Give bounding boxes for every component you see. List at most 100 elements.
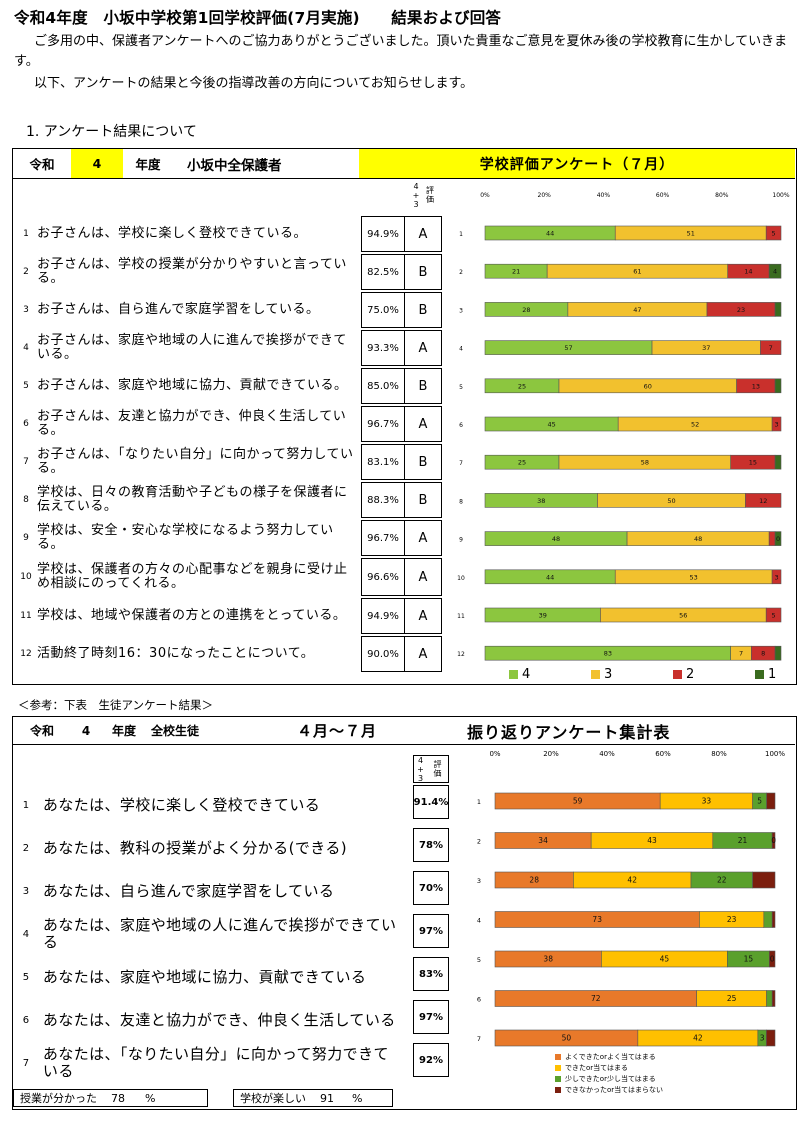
category-label: 7 bbox=[477, 1035, 481, 1043]
intro-paragraph: ご多用の中、保護者アンケートへのご協力ありがとうございました。頂いた貴重なご意見… bbox=[14, 34, 788, 69]
data-label: 51 bbox=[687, 230, 695, 238]
agree-percent: 78% bbox=[413, 828, 449, 862]
data-label: 52 bbox=[691, 421, 699, 429]
question-row: 9 学校は、安全・安心な学校になるよう努力している。 bbox=[19, 520, 359, 556]
question-row: 6 あなたは、友達と協力ができ、仲良く生活している bbox=[19, 1000, 399, 1040]
era-label: 令和 bbox=[29, 157, 55, 172]
category-label: 6 bbox=[477, 996, 481, 1004]
x-tick-label: 20% bbox=[543, 750, 559, 758]
question-text: あなたは、友達と協力ができ、仲良く生活している bbox=[42, 1010, 396, 1029]
parent-survey-table: 令和 4 年度 小坂中全保護者 学校評価アンケート（７月） 4 + 3 評 価 … bbox=[12, 148, 797, 685]
data-label: 45 bbox=[547, 421, 555, 429]
question-row: 5 お子さんは、家庭や地域に協力、貢献できている。 bbox=[19, 368, 359, 404]
question-row: 12 活動終了時刻16：30になったことについて。 bbox=[19, 636, 359, 672]
category-label: 5 bbox=[477, 956, 481, 964]
legend-swatch bbox=[591, 670, 600, 679]
question-row: 11 学校は、地域や保護者の方との連携をとっている。 bbox=[19, 598, 359, 634]
data-label: 72 bbox=[591, 994, 601, 1003]
data-label: 33 bbox=[702, 797, 712, 806]
section-heading: 1. アンケート結果について bbox=[26, 124, 197, 140]
question-row: 3 あなたは、自ら進んで家庭学習をしている bbox=[19, 871, 399, 911]
grade: A bbox=[404, 598, 442, 634]
bar-segment bbox=[774, 378, 782, 394]
legend-label: できたor当てはまる bbox=[565, 1063, 628, 1072]
data-label: 5 bbox=[772, 230, 776, 238]
target-label: 小坂中全保護者 bbox=[187, 157, 282, 174]
question-text: あなたは、自ら進んで家庭学習をしている bbox=[42, 881, 335, 900]
legend-swatch bbox=[509, 670, 518, 679]
category-label: 1 bbox=[459, 231, 463, 238]
question-number: 2 bbox=[23, 267, 29, 277]
bar-segment bbox=[766, 792, 776, 810]
question-text: 活動終了時刻16：30になったことについて。 bbox=[37, 646, 315, 661]
category-label: 10 bbox=[457, 575, 465, 582]
question-row: 2 お子さんは、学校の授業が分かりやすいと言っている。 bbox=[19, 254, 359, 290]
question-text: あなたは、教科の授業がよく分かる(できる) bbox=[42, 838, 347, 857]
sum-column-header: 4 + 3 bbox=[413, 755, 427, 783]
data-label: 42 bbox=[693, 1034, 703, 1043]
bar-segment bbox=[765, 225, 782, 241]
footer-fun: 学校が楽しい 91 % bbox=[233, 1089, 393, 1107]
category-label: 4 bbox=[477, 917, 481, 925]
nendo-label: 年度 bbox=[135, 157, 161, 172]
question-text: お子さんは、学校に楽しく登校できている。 bbox=[37, 226, 308, 241]
nendo-label: 年度 bbox=[111, 724, 136, 738]
category-label: 9 bbox=[459, 537, 463, 544]
bar-segment bbox=[771, 832, 776, 849]
grade: B bbox=[404, 482, 442, 518]
question-number: 7 bbox=[23, 457, 29, 467]
question-text: 学校は、安全・安心な学校になるよう努力している。 bbox=[37, 523, 334, 552]
category-label: 3 bbox=[477, 877, 481, 885]
legend-label: 4 bbox=[522, 667, 530, 682]
question-text: あなたは、家庭や地域の人に進んで挨拶ができている bbox=[42, 916, 397, 951]
question-number: 5 bbox=[23, 381, 29, 391]
data-label: 0 bbox=[771, 836, 776, 845]
grade: A bbox=[404, 216, 442, 252]
x-tick-label: 40% bbox=[599, 750, 615, 758]
question-number: 6 bbox=[22, 1014, 30, 1026]
question-text: お子さんは、友達と協力ができ、仲良く生活している。 bbox=[37, 409, 347, 438]
year-value: 4 bbox=[81, 723, 91, 738]
bar-segment bbox=[769, 950, 776, 968]
question-text: お子さんは、家庭や地域の人に進んで挨拶ができている。 bbox=[37, 333, 347, 362]
footer-unit: % bbox=[145, 1091, 156, 1105]
data-label: 50 bbox=[667, 497, 675, 505]
question-number: 2 bbox=[22, 842, 30, 854]
category-label: 8 bbox=[459, 498, 463, 505]
bar-segment bbox=[771, 569, 782, 585]
footer-label: 学校が楽しい bbox=[240, 1092, 306, 1105]
data-label: 43 bbox=[647, 836, 657, 845]
question-number: 9 bbox=[23, 533, 29, 543]
bar-segment bbox=[774, 531, 782, 546]
data-label: 44 bbox=[546, 573, 554, 581]
footer-understood: 授業が分かった 78 % bbox=[13, 1089, 208, 1107]
agree-percent: 83% bbox=[413, 957, 449, 991]
agree-percent: 96.7% bbox=[361, 406, 405, 442]
data-label: 8 bbox=[761, 650, 765, 658]
data-label: 12 bbox=[759, 497, 767, 505]
bar-segment bbox=[766, 1029, 776, 1047]
data-label: 34 bbox=[538, 836, 548, 845]
question-text: 学校は、日々の教育活動や子どもの様子を保護者に伝えている。 bbox=[37, 485, 348, 514]
data-label: 53 bbox=[690, 573, 698, 581]
student-table-header: 令和 4 年度 全校生徒 ４月～７月 振り返りアンケート集計表 bbox=[13, 717, 795, 745]
question-row: 5 あなたは、家庭や地域に協力、貢献できている bbox=[19, 957, 399, 997]
data-label: 47 bbox=[633, 306, 641, 314]
survey-name: 学校評価アンケート（７月） bbox=[359, 149, 795, 178]
target-label: 全校生徒 bbox=[151, 724, 200, 738]
data-label: 57 bbox=[564, 344, 572, 352]
category-label: 5 bbox=[459, 384, 463, 391]
grade: B bbox=[404, 292, 442, 328]
data-label: 3 bbox=[774, 421, 778, 429]
category-label: 1 bbox=[477, 798, 481, 806]
data-label: 14 bbox=[744, 268, 752, 276]
question-number: 5 bbox=[22, 971, 30, 983]
bar-segment bbox=[765, 607, 782, 623]
data-label: 15 bbox=[749, 459, 757, 467]
data-label: 28 bbox=[522, 306, 530, 314]
data-label: 56 bbox=[679, 612, 687, 620]
agree-percent: 93.3% bbox=[361, 330, 405, 366]
data-label: 7 bbox=[739, 650, 743, 658]
agree-percent: 85.0% bbox=[361, 368, 405, 404]
question-text: お子さんは、「なりたい自分」に向かって努力している。 bbox=[37, 447, 354, 476]
